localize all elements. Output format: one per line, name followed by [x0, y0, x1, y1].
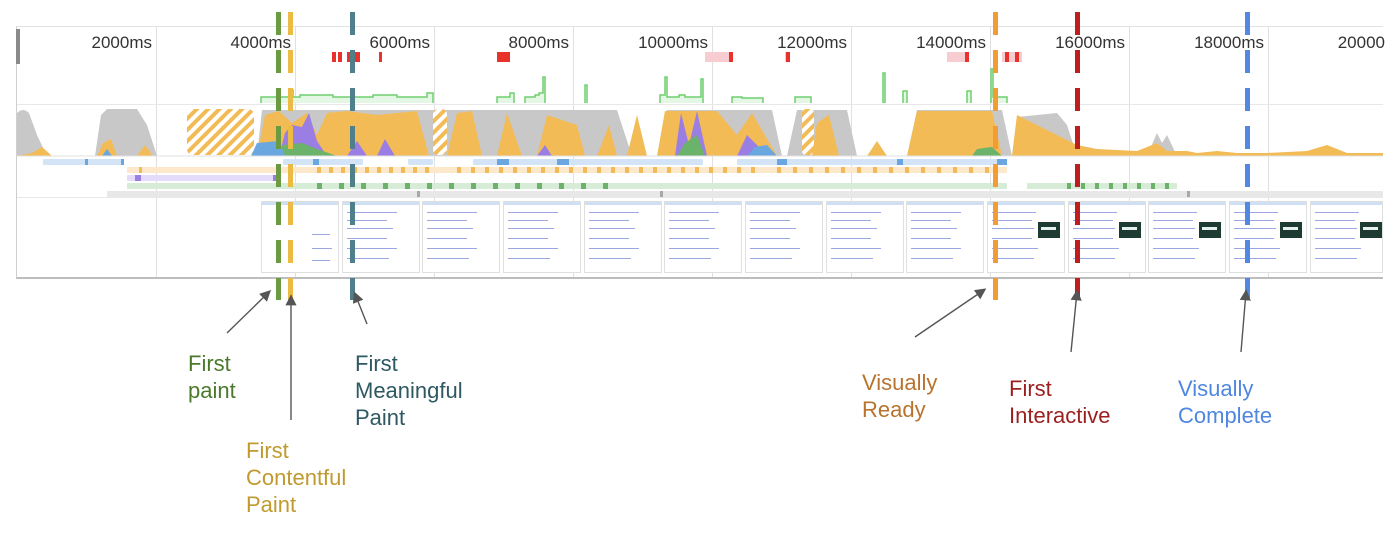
- visually-ready-label: Visually Ready: [862, 370, 938, 422]
- tick-label-4000: 4000ms: [230, 33, 291, 52]
- first-contentful-paint-label: First Contentful Paint: [246, 438, 347, 517]
- first-meaningful-paint-label: First Meaningful Paint: [355, 351, 463, 430]
- cpu-activity-chart: [17, 109, 1383, 157]
- filmstrip-frame[interactable]: [987, 201, 1065, 273]
- filmstrip-frame[interactable]: [1310, 201, 1383, 273]
- tick-label-16000: 16000ms: [1055, 33, 1125, 52]
- visually-ready-marker-line: [993, 12, 998, 300]
- tick-label-14000: 14000ms: [916, 33, 986, 52]
- filmstrip-frame[interactable]: [1148, 201, 1226, 273]
- filmstrip-frame[interactable]: [1229, 201, 1307, 273]
- tick-label-12000: 12000ms: [777, 33, 847, 52]
- filmstrip-frame[interactable]: [503, 201, 581, 273]
- filmstrip-frame[interactable]: [261, 201, 339, 273]
- gridline: [1268, 27, 1269, 277]
- filmstrip-frame[interactable]: [664, 201, 742, 273]
- tick-label-8000: 8000ms: [508, 33, 569, 52]
- first-interactive-label: First Interactive: [1009, 376, 1111, 428]
- filmstrip-frame[interactable]: [906, 201, 984, 273]
- first-paint-label: First paint: [188, 351, 236, 403]
- first-meaningful-paint-marker-line: [350, 12, 355, 300]
- track-separator: [17, 197, 1383, 198]
- timeline-scroll-handle[interactable]: [16, 29, 20, 64]
- filmstrip-frame[interactable]: [584, 201, 662, 273]
- first-interactive-marker-line: [1075, 12, 1080, 300]
- filmstrip-frame[interactable]: [342, 201, 420, 273]
- filmstrip-frame[interactable]: [745, 201, 823, 273]
- track-separator: [17, 104, 1383, 105]
- visually-complete-marker-line: [1245, 12, 1250, 300]
- filmstrip-frame[interactable]: [422, 201, 500, 273]
- tick-label-10000: 10000ms: [638, 33, 708, 52]
- gridline: [156, 27, 157, 277]
- first-paint-marker-line: [276, 12, 281, 300]
- long-tasks-track: [332, 52, 1022, 62]
- visually-complete-label: Visually Complete: [1178, 376, 1273, 428]
- filmstrip-frame[interactable]: [826, 201, 904, 273]
- first-contentful-paint-marker-line: [288, 12, 293, 300]
- tick-label-6000: 6000ms: [369, 33, 430, 52]
- fps-track: [260, 68, 1008, 103]
- tick-label-20000: 20000: [1337, 33, 1385, 52]
- filmstrip-frame[interactable]: [1068, 201, 1146, 273]
- tick-label-2000: 2000ms: [91, 33, 152, 52]
- performance-timeline[interactable]: 2000ms 4000ms 6000ms 8000ms 10000ms 1200…: [16, 26, 1385, 279]
- tick-label-18000: 18000ms: [1194, 33, 1264, 52]
